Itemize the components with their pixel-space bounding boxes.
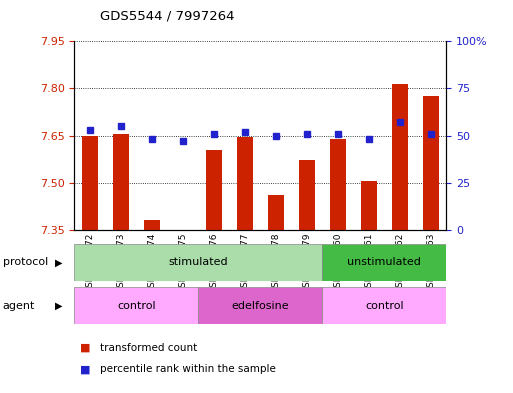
Bar (206, 150, 222, 230)
Bar (322, 244, 446, 281)
Bar (423, 96, 439, 230)
Bar (113, 134, 129, 230)
Bar (330, 140, 346, 230)
Bar (74, 244, 322, 281)
Text: ▶: ▶ (55, 301, 63, 310)
Bar (144, 220, 160, 230)
Bar (74, 287, 199, 324)
Text: transformed count: transformed count (100, 343, 198, 353)
Text: ■: ■ (80, 364, 90, 375)
Bar (237, 137, 252, 230)
Text: control: control (365, 301, 404, 310)
Text: ▶: ▶ (55, 257, 63, 267)
Bar (299, 160, 314, 230)
Bar (322, 287, 446, 324)
Bar (175, 230, 191, 231)
Text: control: control (117, 301, 155, 310)
Bar (268, 195, 284, 230)
Text: protocol: protocol (3, 257, 48, 267)
Bar (82, 136, 97, 230)
Text: ■: ■ (80, 343, 90, 353)
Text: unstimulated: unstimulated (347, 257, 421, 267)
Bar (361, 181, 377, 230)
Text: percentile rank within the sample: percentile rank within the sample (100, 364, 276, 375)
Text: edelfosine: edelfosine (231, 301, 289, 310)
Text: stimulated: stimulated (169, 257, 228, 267)
Text: GDS5544 / 7997264: GDS5544 / 7997264 (100, 10, 234, 23)
Text: agent: agent (3, 301, 35, 310)
Bar (392, 84, 407, 230)
Bar (199, 287, 322, 324)
